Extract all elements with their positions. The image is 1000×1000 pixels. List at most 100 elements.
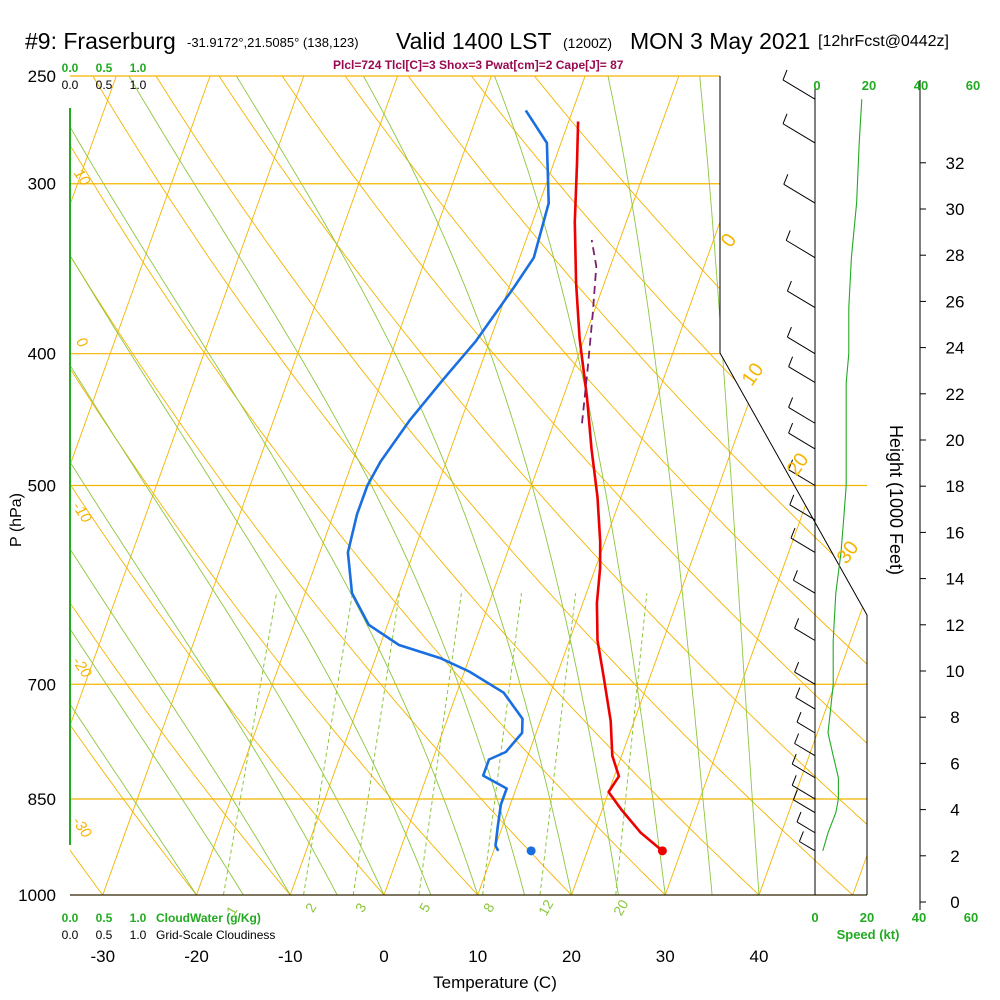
moist-adiabat-line — [70, 76, 197, 895]
theta-label: 0 — [717, 230, 741, 252]
height-tick-label: 6 — [950, 754, 959, 773]
zulu-time: (1200Z) — [563, 35, 613, 51]
cloudiness-scale-bottom: 0.0 — [62, 928, 79, 942]
mixing-ratio-label: 2 — [302, 900, 320, 915]
speed-tick-label-top: 20 — [862, 78, 876, 93]
dewpoint-trace — [346, 109, 551, 852]
wind-barb — [788, 469, 816, 486]
wind-barb-feather — [791, 753, 797, 765]
mixing-ratio-line — [482, 593, 522, 895]
speed-tick-label-top: 60 — [966, 78, 980, 93]
height-tick-label: 18 — [946, 477, 965, 496]
cloudiness-scale-top: 0.0 — [62, 78, 79, 92]
mixing-ratio-label: 5 — [416, 900, 434, 915]
dry-adiabat-line — [70, 76, 666, 895]
height-tick-label: 12 — [946, 616, 965, 635]
mixing-ratio-line — [352, 593, 400, 895]
wind-barb — [782, 123, 816, 144]
wind-barb-feather — [782, 69, 788, 81]
wind-barb — [795, 697, 816, 710]
height-tick-label: 0 — [950, 893, 959, 912]
theta-label: 30 — [833, 537, 864, 568]
surface-temperature-dot — [657, 846, 667, 856]
x-tick-label: 30 — [656, 947, 675, 966]
height-tick-label: 10 — [946, 662, 965, 681]
wind-barb-feather — [798, 831, 804, 842]
isotherm-line — [70, 76, 211, 895]
wind-barb — [791, 763, 816, 779]
mixing-ratio-line — [539, 593, 577, 895]
wind-barb-feather — [789, 494, 795, 505]
wind-barb — [787, 336, 816, 355]
moist-adiabat-line — [70, 76, 479, 895]
moist-adiabat-line — [494, 76, 666, 895]
height-tick-label: 22 — [946, 385, 965, 404]
wind-barb — [783, 183, 816, 204]
isotherm-line — [852, 76, 867, 895]
station-title: #9: Fraserburg — [25, 28, 176, 54]
cloudwater-scale-bottom: 0.0 — [62, 911, 79, 925]
mixing-ratio-line — [222, 593, 278, 895]
station-coords: -31.9172°,21.5085° (138,123) — [187, 35, 359, 50]
x-tick-label: 20 — [562, 947, 581, 966]
moist-adiabat-line — [607, 76, 713, 895]
moist-adiabat-line — [70, 76, 338, 895]
cloudiness-scale-bottom: 0.5 — [96, 928, 113, 942]
wind-barb-feather — [788, 459, 794, 470]
height-tick-label: 28 — [946, 246, 965, 265]
valid-time: Valid 1400 LST — [396, 28, 552, 54]
wind-barb-feather — [786, 280, 792, 292]
speed-tick-label-bottom: 60 — [964, 910, 978, 925]
dry-adiabat-line — [70, 76, 479, 895]
wind-barb — [793, 579, 816, 594]
moist-adiabat-line — [363, 76, 619, 895]
height-tick-label: 16 — [946, 523, 965, 542]
x-tick-label: 0 — [379, 947, 388, 966]
x-tick-label: -30 — [90, 947, 115, 966]
wind-barb-feather — [794, 618, 800, 629]
wind-barb — [782, 79, 816, 100]
pressure-tick-label: 700 — [28, 675, 56, 694]
height-tick-label: 8 — [950, 708, 959, 727]
pressure-tick-label: 250 — [28, 67, 56, 86]
dry-adiabat-line — [470, 76, 867, 895]
mixing-ratio-label: 3 — [352, 900, 370, 915]
cloudiness-scale-bottom: 1.0 — [130, 928, 147, 942]
cloudwater-scale-top: 0.5 — [96, 61, 113, 75]
wind-barb-feather — [783, 174, 789, 185]
x-tick-label: -10 — [278, 947, 303, 966]
speed-tick-label-top: 40 — [914, 78, 928, 93]
wind-barb — [790, 537, 816, 553]
dry-adiabat-line — [92, 76, 760, 895]
x-axis-label: Temperature (C) — [433, 973, 557, 992]
height-tick-label: 20 — [946, 431, 965, 450]
height-tick-label: 14 — [946, 570, 965, 589]
height-axis-label: Height (1000 Feet) — [886, 425, 906, 575]
moist-adiabat-line — [70, 76, 385, 895]
dry-adiabat-line — [70, 76, 291, 895]
dry-adiabat-line — [407, 76, 867, 895]
wind-barb-feather — [796, 811, 802, 823]
mixing-ratio-label: 8 — [480, 900, 498, 915]
moist-adiabat-line — [128, 76, 526, 895]
cloudiness-scale-top: 1.0 — [130, 78, 147, 92]
moist-adiabat-line — [70, 76, 432, 895]
x-tick-label: 40 — [750, 947, 769, 966]
x-tick-label: -20 — [184, 947, 209, 966]
pressure-tick-label: 300 — [28, 175, 56, 194]
forecast-info: [12hrFcst@0442z] — [818, 33, 949, 50]
wind-barb-feather — [792, 789, 798, 800]
wind-barb-feather — [794, 733, 800, 744]
speed-tick-label-bottom: 20 — [860, 910, 874, 925]
cloudwater-label: CloudWater (g/Kg) — [156, 911, 261, 925]
mixing-ratio-line — [303, 593, 353, 895]
dry-adiabat-line — [70, 76, 572, 895]
y-axis-label: P (hPa) — [8, 493, 25, 547]
height-tick-label: 4 — [950, 801, 959, 820]
speed-tick-label-bottom: 40 — [912, 910, 926, 925]
wind-barb — [794, 627, 816, 641]
wind-barb — [791, 784, 816, 800]
height-tick-label: 24 — [946, 339, 965, 358]
dry-adiabat-line — [281, 76, 867, 895]
dry-adiabat-label: -20 — [69, 654, 96, 682]
